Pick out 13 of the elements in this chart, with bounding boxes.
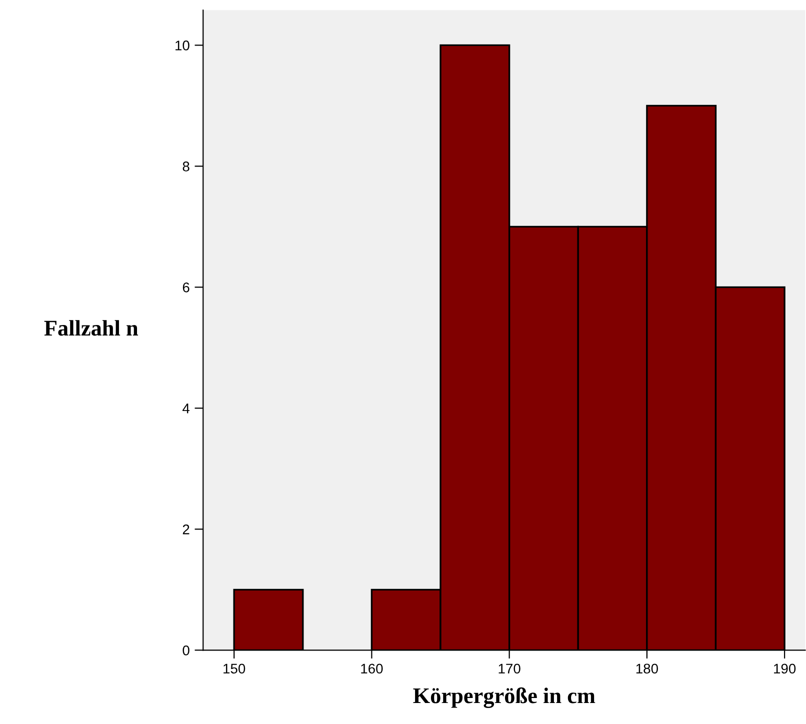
y-tick-label: 10 [176,40,190,50]
x-tick-label: 170 [498,664,520,674]
y-axis-title: Fallzahl n [44,320,138,336]
y-tick-label: 2 [182,524,190,534]
x-tick-label: 150 [224,664,246,674]
y-tick-label: 8 [182,162,190,172]
x-tick-label: 160 [361,664,383,674]
x-axis-title: Körpergröße in cm [413,687,596,708]
x-tick-label: 180 [636,664,658,674]
y-tick-label: 4 [182,404,190,414]
y-tick-label: 6 [182,282,190,292]
x-tick-label: 190 [774,664,796,674]
y-tick-label: 0 [182,645,190,656]
